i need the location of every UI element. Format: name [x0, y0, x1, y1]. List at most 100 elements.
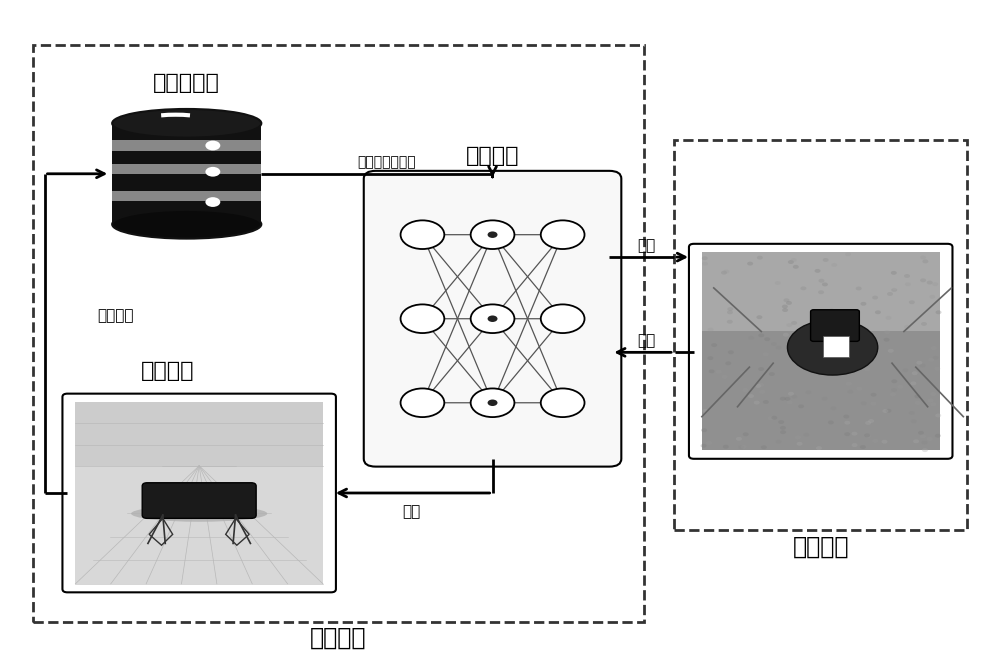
- Text: 策略网络: 策略网络: [466, 146, 519, 166]
- Circle shape: [910, 382, 916, 386]
- Circle shape: [786, 301, 792, 305]
- Text: 仿真环境: 仿真环境: [310, 626, 367, 650]
- Circle shape: [833, 311, 839, 315]
- Circle shape: [935, 413, 941, 417]
- Circle shape: [882, 409, 888, 413]
- Circle shape: [931, 346, 937, 350]
- Circle shape: [736, 437, 742, 441]
- Bar: [112, 191, 261, 201]
- Circle shape: [740, 371, 746, 375]
- Bar: [702, 252, 940, 450]
- Bar: [702, 252, 940, 332]
- Circle shape: [872, 439, 878, 443]
- Circle shape: [794, 286, 800, 290]
- Circle shape: [205, 141, 220, 150]
- Circle shape: [835, 302, 841, 306]
- Circle shape: [758, 383, 764, 387]
- Circle shape: [401, 304, 444, 333]
- Circle shape: [721, 271, 727, 275]
- Circle shape: [807, 326, 813, 329]
- Circle shape: [844, 432, 850, 436]
- Circle shape: [934, 367, 940, 371]
- Circle shape: [861, 401, 867, 405]
- Circle shape: [803, 433, 809, 437]
- FancyBboxPatch shape: [364, 171, 621, 466]
- Circle shape: [847, 390, 853, 394]
- Circle shape: [936, 310, 942, 314]
- Circle shape: [763, 352, 769, 356]
- Circle shape: [791, 395, 797, 399]
- Circle shape: [920, 363, 925, 367]
- Circle shape: [848, 311, 854, 315]
- Circle shape: [865, 421, 871, 425]
- Circle shape: [915, 401, 921, 405]
- Circle shape: [928, 399, 934, 402]
- Circle shape: [913, 440, 919, 443]
- Circle shape: [845, 252, 851, 256]
- Circle shape: [924, 253, 930, 257]
- Circle shape: [706, 441, 712, 445]
- Circle shape: [783, 298, 789, 302]
- Text: 动作: 动作: [403, 504, 421, 519]
- Circle shape: [723, 269, 729, 273]
- Circle shape: [861, 327, 867, 330]
- Circle shape: [824, 362, 830, 366]
- Circle shape: [891, 288, 897, 292]
- Circle shape: [927, 281, 933, 284]
- FancyBboxPatch shape: [142, 483, 256, 518]
- Circle shape: [909, 300, 915, 304]
- Ellipse shape: [112, 109, 261, 137]
- Circle shape: [829, 361, 835, 365]
- Circle shape: [780, 430, 786, 434]
- Circle shape: [205, 197, 220, 207]
- Text: 状态、奖励样本: 状态、奖励样本: [358, 155, 416, 169]
- Circle shape: [702, 256, 708, 260]
- Bar: [75, 402, 323, 584]
- Circle shape: [864, 279, 870, 283]
- Circle shape: [701, 443, 707, 447]
- Circle shape: [708, 328, 714, 332]
- FancyBboxPatch shape: [689, 244, 952, 459]
- Text: 数据缓冲区: 数据缓冲区: [153, 73, 220, 93]
- Circle shape: [727, 310, 733, 314]
- Circle shape: [829, 307, 835, 311]
- Circle shape: [788, 260, 794, 264]
- Circle shape: [922, 260, 928, 263]
- Bar: [112, 124, 261, 224]
- Circle shape: [818, 290, 824, 294]
- Circle shape: [701, 428, 707, 432]
- Circle shape: [888, 349, 894, 353]
- Circle shape: [921, 322, 927, 326]
- Circle shape: [838, 257, 844, 261]
- Circle shape: [856, 286, 862, 290]
- Circle shape: [775, 260, 781, 264]
- Circle shape: [822, 397, 828, 401]
- Circle shape: [782, 305, 788, 309]
- Circle shape: [828, 311, 834, 315]
- Circle shape: [709, 369, 715, 373]
- Circle shape: [471, 388, 514, 417]
- Circle shape: [822, 283, 828, 286]
- Circle shape: [867, 339, 873, 343]
- Circle shape: [828, 420, 834, 424]
- Circle shape: [748, 336, 754, 340]
- Circle shape: [912, 371, 918, 375]
- Circle shape: [920, 256, 926, 260]
- Circle shape: [930, 402, 936, 406]
- Circle shape: [758, 333, 764, 337]
- Circle shape: [764, 337, 770, 341]
- Circle shape: [401, 220, 444, 249]
- Circle shape: [922, 441, 927, 445]
- Circle shape: [830, 406, 836, 410]
- Circle shape: [798, 404, 804, 408]
- Bar: [75, 402, 323, 466]
- Circle shape: [775, 281, 781, 285]
- Circle shape: [843, 415, 849, 419]
- Circle shape: [769, 372, 775, 376]
- Circle shape: [541, 220, 585, 249]
- Circle shape: [816, 345, 822, 349]
- Circle shape: [776, 304, 782, 307]
- Ellipse shape: [787, 319, 878, 375]
- Circle shape: [836, 361, 842, 365]
- Circle shape: [756, 315, 762, 319]
